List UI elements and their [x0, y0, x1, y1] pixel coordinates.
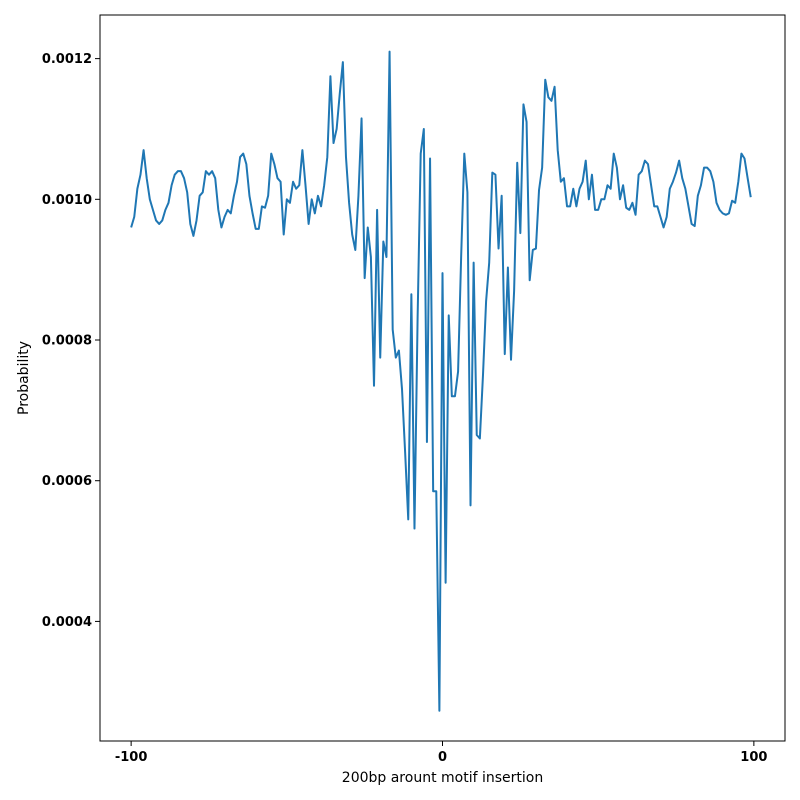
y-tick-label: 0.0008 — [42, 334, 92, 349]
y-tick-label: 0.0006 — [42, 474, 92, 489]
x-axis-ticks: -100 0 100 — [115, 741, 767, 765]
y-tick-label: 0.0010 — [42, 193, 92, 208]
x-tick-label: 100 — [740, 750, 767, 765]
y-tick-label: 0.0004 — [42, 615, 92, 630]
axes-frame — [99, 14, 786, 742]
series-line-0 — [130, 50, 752, 712]
x-axis-label: 200bp arount motif insertion — [342, 770, 543, 786]
x-tick-label: -100 — [115, 750, 148, 765]
x-tick-label: 0 — [438, 750, 447, 765]
y-axis-label: Probability — [16, 341, 32, 415]
plot-area — [130, 50, 752, 712]
y-axis-ticks: 0.0004 0.0006 0.0008 0.0010 0.0012 — [42, 52, 100, 630]
y-tick-label: 0.0012 — [42, 52, 92, 67]
